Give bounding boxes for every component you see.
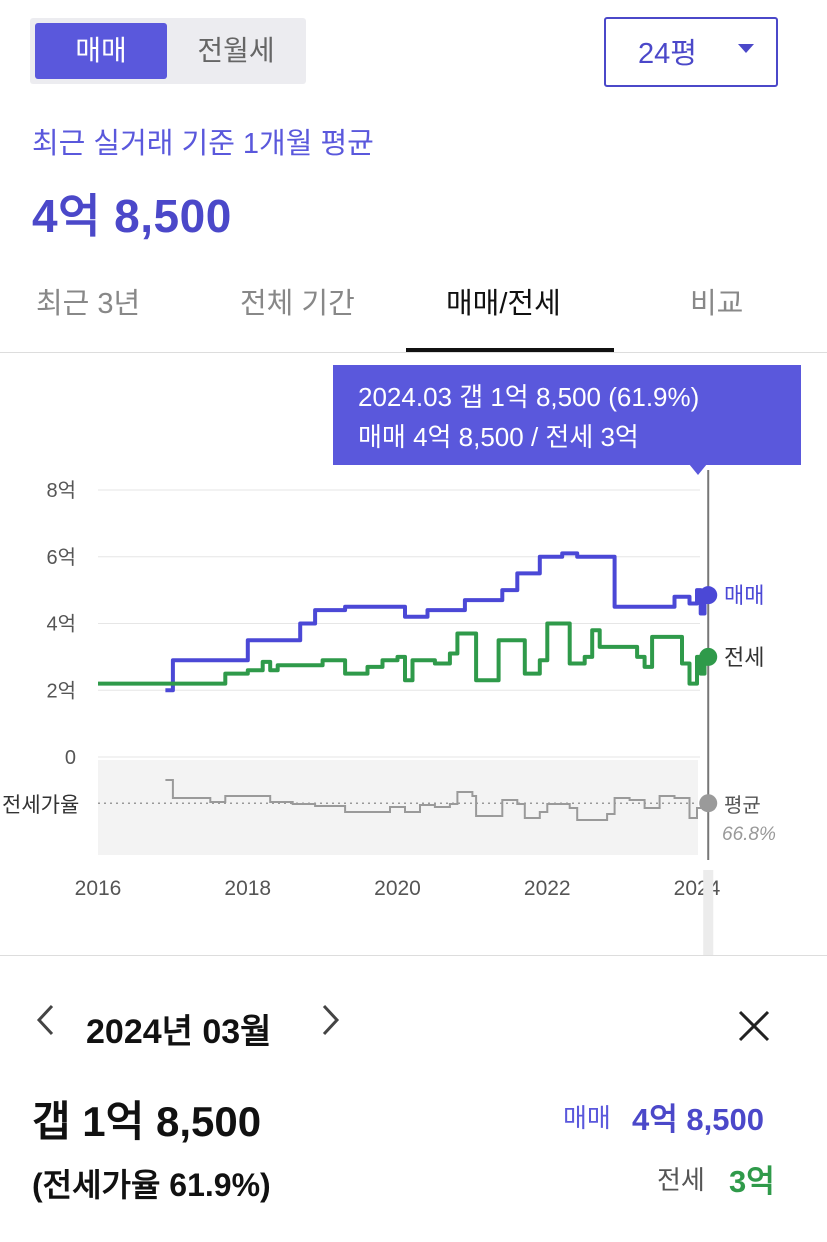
series-end-label: 매매 (724, 583, 764, 608)
tooltip-line-prices: 매매 4억 8,500 / 전세 3억 (358, 422, 639, 452)
average-price: 4억 8,500 (32, 190, 232, 242)
tab-recent-3-years[interactable]: 최근 3년 (36, 288, 141, 320)
y-tick-label: 6억 (46, 546, 76, 569)
series-end-point (699, 647, 718, 666)
next-month-button[interactable] (318, 1000, 342, 1049)
rent-label: 전세 (657, 1165, 705, 1195)
chevron-left-icon (36, 1004, 54, 1036)
price-subtitle: 최근 실거래 기준 1개월 평균 (32, 128, 374, 160)
divider (0, 352, 827, 353)
divider (0, 955, 827, 956)
y-tick-label: 8억 (46, 479, 76, 502)
ratio-end-point (699, 794, 718, 813)
tab-all-period[interactable]: 전체 기간 (240, 288, 355, 320)
prev-month-button[interactable] (34, 1000, 58, 1049)
tab-compare[interactable]: 비교 (690, 288, 744, 320)
sale-toggle-button[interactable]: 매매 (35, 23, 167, 79)
tooltip-arrow (689, 464, 707, 475)
ratio-panel-label: 전세가율 (2, 794, 79, 817)
y-tick-label: 0 (65, 747, 76, 769)
sale-label: 매매 (563, 1103, 611, 1133)
gap-amount: 갭 1억 8,500 (32, 1098, 262, 1145)
jeonse-ratio: (전세가율 61.9%) (32, 1167, 271, 1203)
selection-highlight (703, 870, 714, 955)
chevron-right-icon (322, 1004, 340, 1036)
size-dropdown[interactable]: 24평 (604, 17, 778, 87)
series-end-point (699, 586, 718, 605)
tab-sale-rent[interactable]: 매매/전세 (446, 288, 561, 320)
x-tick-label: 2020 (374, 877, 421, 900)
x-tick-label: 2016 (75, 877, 122, 900)
close-button[interactable] (734, 998, 774, 1057)
x-tick-label: 2018 (224, 877, 271, 900)
active-tab-indicator (406, 348, 614, 352)
series-end-label: 전세 (724, 645, 764, 670)
x-tick-label: 2022 (524, 877, 571, 900)
ratio-average-label: 평균 (724, 794, 761, 817)
ratio-average-value: 66.8% (722, 824, 776, 845)
sale-value: 4억 8,500 (632, 1102, 764, 1137)
deal-type-toggle: 매매 전월세 (30, 18, 306, 84)
rent-toggle-button[interactable]: 전월세 (197, 35, 275, 66)
close-icon (738, 1010, 770, 1042)
x-tick-label: 2024 (674, 877, 721, 900)
y-tick-label: 2억 (46, 679, 76, 702)
series-line-sale (165, 551, 707, 693)
rent-value: 3억 (729, 1164, 775, 1199)
chart-tooltip: 2024.03 갭 1억 8,500 (61.9%) 매매 4억 8,500 /… (333, 365, 801, 465)
caret-down-icon (738, 44, 754, 53)
detail-date: 2024년 03월 (86, 1013, 272, 1051)
tooltip-line-gap: 2024.03 갭 1억 8,500 (61.9%) (358, 382, 700, 412)
series-line-rent (98, 621, 707, 686)
y-tick-label: 4억 (46, 613, 76, 636)
ratio-series-line (165, 779, 705, 821)
size-dropdown-value: 24평 (638, 38, 697, 70)
